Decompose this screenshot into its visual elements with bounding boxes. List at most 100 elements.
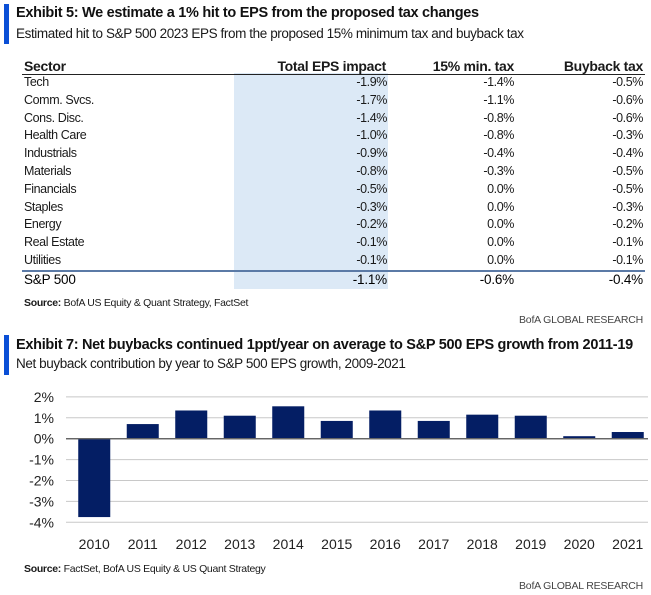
y-tick-label: -3% [29, 493, 54, 509]
table-row: Financials -0.5% 0.0% -0.5% [0, 182, 651, 200]
table-row: Staples -0.3% 0.0% -0.3% [0, 200, 651, 218]
table-row: Health Care -1.0% -0.8% -0.3% [0, 128, 651, 146]
min-tax-cell: 0.0% [487, 217, 514, 232]
y-tick-label: -2% [29, 473, 54, 489]
sector-cell: Comm. Svcs. [24, 92, 94, 107]
bar-2014 [272, 406, 305, 439]
exhibit5-brand: BofA GLOBAL RESEARCH [519, 314, 643, 326]
table-total-row: S&P 500 -1.1% -0.6% -0.4% [0, 272, 651, 290]
buyback-bar-chart: 2% 1% 0% -1% -2% -3% -4% 2010 2011 2012 2013 2014 20… [29, 389, 648, 552]
buyback-cell: -0.5% [612, 75, 643, 89]
total-eps-cell: -0.8% [356, 164, 387, 178]
buyback-cell: -0.1% [612, 235, 643, 250]
total-eps-cell: -0.5% [356, 181, 387, 196]
col-header-total: Total EPS impact [277, 58, 386, 74]
min-tax-cell: 0.0% [487, 199, 514, 214]
min-tax-cell: -0.4% [483, 146, 514, 161]
bar-2010 [78, 438, 111, 518]
total-eps-cell: -0.1% [356, 235, 387, 250]
bar-2018 [466, 414, 499, 439]
x-tick-label: 2020 [564, 536, 595, 552]
buyback-cell: -0.6% [612, 92, 643, 107]
table-row: Comm. Svcs. -1.7% -1.1% -0.6% [0, 93, 651, 111]
buyback-cell: -0.5% [612, 164, 643, 178]
sector-cell: Health Care [24, 128, 87, 143]
y-tick-label: -4% [29, 514, 54, 530]
sector-cell: Real Estate [24, 235, 85, 250]
sector-cell: Utilities [24, 253, 61, 267]
bar-2016 [369, 410, 402, 439]
total-eps-cell: -0.9% [356, 146, 387, 161]
source-label: Source: [24, 297, 61, 309]
table-row: Utilities -0.1% 0.0% -0.1% [0, 253, 651, 271]
sector-cell: Industrials [24, 146, 77, 161]
col-header-buyback: Buyback tax [563, 58, 643, 74]
min-tax-cell: -0.8% [483, 128, 514, 143]
total-eps-cell: -0.2% [356, 217, 387, 232]
table-row: Real Estate -0.1% 0.0% -0.1% [0, 235, 651, 253]
y-tick-label: 1% [34, 410, 54, 426]
total-min-tax: -0.6% [479, 272, 514, 287]
y-tick-label: 2% [34, 389, 54, 405]
x-tick-label: 2012 [176, 536, 207, 552]
bar-2011 [126, 424, 159, 439]
total-buyback: -0.4% [608, 272, 643, 287]
y-tick-label: -1% [29, 452, 54, 468]
table-row: Materials -0.8% -0.3% -0.5% [0, 164, 651, 182]
bar-2020 [563, 436, 596, 439]
min-tax-cell: 0.0% [487, 181, 514, 196]
sector-cell: Energy [24, 217, 62, 232]
header-rule [22, 74, 645, 75]
x-tick-label: 2017 [418, 536, 449, 552]
bar-2021 [611, 432, 644, 439]
table-row: Cons. Disc. -1.4% -0.8% -0.6% [0, 111, 651, 129]
table-row: Industrials -0.9% -0.4% -0.4% [0, 146, 651, 164]
exhibit5-subtitle: Estimated hit to S&P 500 2023 EPS from t… [16, 26, 524, 41]
x-tick-label: 2015 [321, 536, 352, 552]
buyback-cell: -0.3% [612, 128, 643, 143]
x-tick-label: 2013 [224, 536, 255, 552]
total-sector: S&P 500 [24, 272, 76, 287]
y-tick-label: 0% [34, 431, 54, 447]
exhibit7-brand: BofA GLOBAL RESEARCH [519, 580, 643, 592]
table-row: Tech -1.9% -1.4% -0.5% [0, 75, 651, 93]
col-header-sector: Sector [24, 58, 66, 74]
exhibit7-source: Source: FactSet, BofA US Equity & US Qua… [24, 563, 266, 575]
exhibit7-title: Exhibit 7: Net buybacks continued 1ppt/y… [16, 337, 633, 353]
buyback-cell: -0.5% [612, 181, 643, 196]
x-tick-label: 2019 [515, 536, 546, 552]
total-eps-cell: -1.9% [356, 75, 387, 89]
x-tick-label: 2011 [128, 536, 158, 552]
min-tax-cell: -1.4% [483, 75, 514, 89]
min-tax-cell: 0.0% [487, 235, 514, 250]
exhibit7-subtitle: Net buyback contribution by year to S&P … [16, 356, 406, 371]
buyback-cell: -0.3% [612, 199, 643, 214]
source-text: FactSet, BofA US Equity & US Quant Strat… [63, 563, 266, 575]
total-eps-cell: -0.3% [356, 199, 387, 214]
buyback-cell: -0.6% [612, 110, 643, 125]
source-label: Source: [24, 563, 61, 575]
bar-2015 [320, 420, 353, 439]
bar-2012 [175, 410, 208, 439]
table-row: Energy -0.2% 0.0% -0.2% [0, 217, 651, 235]
sector-cell: Materials [24, 164, 72, 178]
total-eps-impact: -1.1% [352, 272, 387, 287]
sector-cell: Staples [24, 199, 63, 214]
exhibit5-source: Source: BofA US Equity & Quant Strategy,… [24, 297, 248, 309]
source-text: BofA US Equity & Quant Strategy, FactSet [63, 297, 249, 309]
min-tax-cell: 0.0% [487, 253, 514, 267]
sector-cell: Tech [24, 75, 49, 89]
total-eps-cell: -0.1% [356, 253, 387, 267]
buyback-cell: -0.1% [612, 253, 643, 267]
total-eps-cell: -1.4% [356, 110, 387, 125]
x-tick-label: 2018 [467, 536, 498, 552]
x-tick-label: 2021 [612, 536, 643, 552]
total-eps-cell: -1.0% [356, 128, 387, 143]
exhibit7-accent-bar [4, 335, 9, 375]
sector-cell: Financials [24, 181, 77, 196]
bar-2017 [417, 420, 450, 439]
exhibit5-title: Exhibit 5: We estimate a 1% hit to EPS f… [16, 5, 479, 21]
min-tax-cell: -1.1% [483, 92, 514, 107]
total-column-highlight [234, 73, 388, 289]
sector-cell: Cons. Disc. [24, 110, 84, 125]
